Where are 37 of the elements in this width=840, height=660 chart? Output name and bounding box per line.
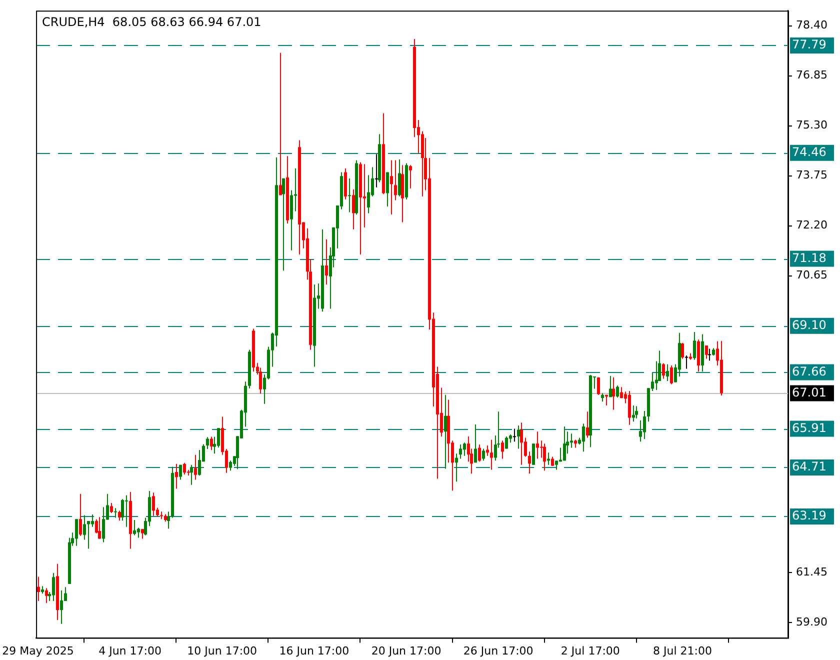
y-tick-label: 73.75: [796, 168, 828, 182]
y-tick-label: 72.20: [796, 218, 828, 232]
candlestick: [685, 355, 688, 369]
y-tick-label: 76.85: [796, 68, 828, 82]
ref-line-label: 67.66: [792, 364, 826, 378]
x-tick-label: 20 Jun 17:00: [371, 644, 442, 658]
y-tick-label: 61.45: [796, 565, 828, 578]
y-tick-label: 75.30: [796, 118, 828, 132]
x-tick-label: 26 Jun 17:00: [463, 644, 534, 658]
y-tick-label: 70.65: [796, 268, 828, 282]
chart-title: CRUDE,H4 68.05 68.63 66.94 67.01: [42, 15, 262, 29]
candlestick: [375, 154, 378, 188]
candlestick: [363, 164, 366, 228]
ref-line-label: 63.19: [792, 508, 826, 523]
candlestick: [348, 178, 351, 212]
x-tick-label: 8 Jul 21:00: [653, 644, 712, 658]
x-tick-label: 29 May 2025: [2, 644, 74, 658]
y-tick-label: 78.40: [796, 18, 828, 32]
x-tick-label: 4 Jun 17:00: [98, 644, 162, 658]
ref-line-label: 69.10: [792, 318, 826, 332]
ref-line-label: 71.18: [792, 250, 826, 265]
ref-line-label: 74.46: [792, 145, 826, 160]
candlestick: [114, 508, 117, 518]
ref-line-label: 67.01: [792, 385, 826, 400]
x-tick-label: 10 Jun 17:00: [187, 644, 258, 658]
candlestick: [540, 440, 543, 458]
candlestick: [708, 348, 711, 361]
ref-line-label: 65.91: [792, 420, 826, 435]
y-tick-label: 59.90: [796, 615, 828, 628]
candlestick: [513, 428, 516, 442]
candlestick: [87, 521, 90, 549]
candlestick: [279, 52, 282, 196]
x-tick-label: 2 Jul 17:00: [560, 644, 620, 658]
x-tick-label: 16 Jun 17:00: [279, 644, 350, 658]
ref-line-label: 77.79: [792, 38, 826, 52]
ref-line-label: 64.71: [792, 460, 826, 474]
candlestick: [125, 495, 128, 527]
